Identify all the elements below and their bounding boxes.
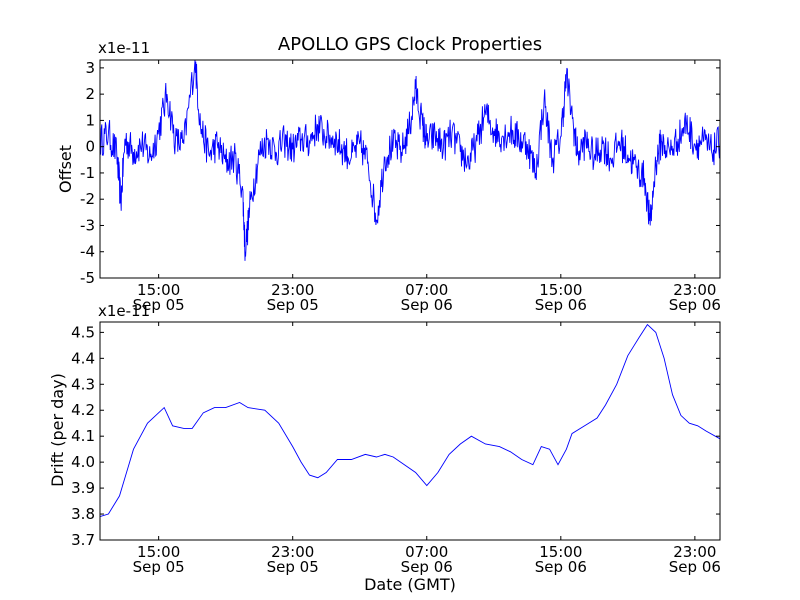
- offset-scale-label: x1e-11: [98, 39, 150, 57]
- x-tick-date-label: Sep 06: [669, 296, 721, 314]
- y-tick-label: -4: [80, 243, 95, 261]
- y-tick-label: 3.8: [71, 505, 95, 523]
- x-tick-date-label: Sep 05: [133, 296, 185, 314]
- drift-axis-label: Drift (per day): [48, 373, 67, 487]
- y-tick-label: 3.7: [71, 531, 95, 549]
- x-tick-date-label: Sep 05: [267, 558, 319, 576]
- x-tick-date-label: Sep 05: [267, 296, 319, 314]
- x-tick-date-label: Sep 06: [669, 558, 721, 576]
- y-tick-label: 3.9: [71, 479, 95, 497]
- x-tick-label: 23:00: [673, 281, 716, 299]
- y-tick-label: 0: [85, 138, 95, 156]
- drift-scale-label: x1e-11: [98, 302, 150, 320]
- x-tick-label: 15:00: [539, 543, 582, 561]
- x-tick-label: 23:00: [271, 281, 314, 299]
- x-tick-date-label: Sep 06: [535, 296, 587, 314]
- y-tick-label: -2: [80, 190, 95, 208]
- x-tick-label: 15:00: [137, 543, 180, 561]
- y-tick-label: 4.5: [71, 323, 95, 341]
- y-tick-label: 4.2: [71, 401, 95, 419]
- date-axis-label: Date (GMT): [364, 575, 456, 594]
- y-tick-label: 1: [85, 111, 95, 129]
- x-tick-label: 07:00: [405, 281, 448, 299]
- plot-frame: [99, 321, 721, 541]
- offset-axis-label: Offset: [56, 145, 75, 193]
- y-tick-label: 4.4: [71, 349, 95, 367]
- x-tick-date-label: Sep 06: [401, 296, 453, 314]
- x-tick-label: 07:00: [405, 543, 448, 561]
- plot-frame: [99, 59, 721, 279]
- x-tick-label: 23:00: [271, 543, 314, 561]
- x-tick-label: 23:00: [673, 543, 716, 561]
- y-tick-label: -1: [80, 164, 95, 182]
- drift-series-line: [99, 323, 721, 518]
- x-tick-label: 15:00: [137, 281, 180, 299]
- y-tick-label: 4.0: [71, 453, 95, 471]
- y-tick-label: 4.3: [71, 375, 95, 393]
- y-tick-label: -5: [80, 269, 95, 287]
- y-tick-label: -3: [80, 216, 95, 234]
- x-tick-date-label: Sep 05: [133, 558, 185, 576]
- y-tick-label: 4.1: [71, 427, 95, 445]
- chart-title: APOLLO GPS Clock Properties: [278, 34, 542, 55]
- x-tick-date-label: Sep 06: [401, 558, 453, 576]
- offset-series-line: [99, 59, 721, 261]
- y-tick-label: 2: [85, 85, 95, 103]
- y-tick-label: 3: [85, 59, 95, 77]
- x-tick-date-label: Sep 06: [535, 558, 587, 576]
- x-tick-label: 15:00: [539, 281, 582, 299]
